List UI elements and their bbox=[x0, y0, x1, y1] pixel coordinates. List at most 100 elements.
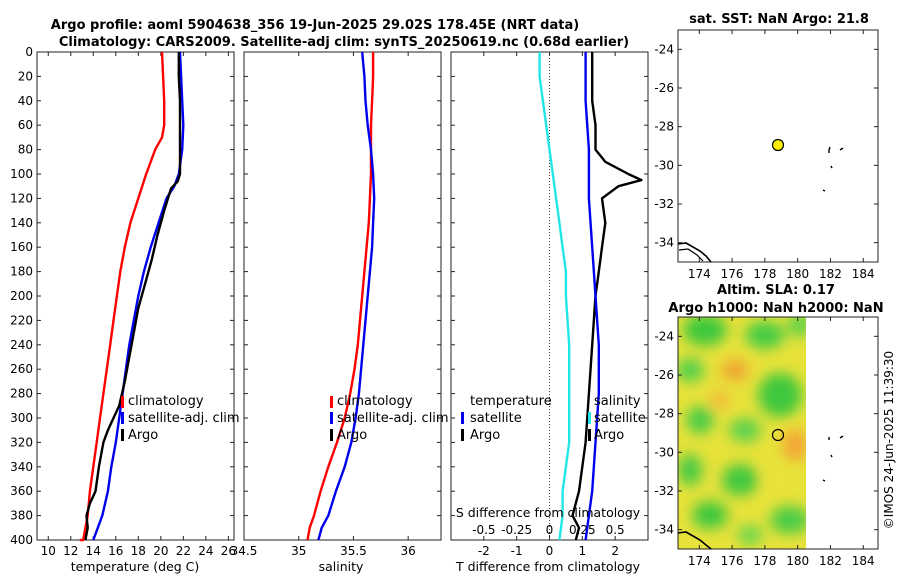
legend-swatch-satellite bbox=[330, 412, 333, 424]
x-tick-label: -2 bbox=[478, 544, 490, 558]
x-tick-label: 20 bbox=[153, 544, 168, 558]
x-tick-label: 22 bbox=[176, 544, 191, 558]
sla-map-title-2: Argo h1000: NaN h2000: NaN bbox=[668, 301, 883, 316]
sdiff-xlabel: S difference from climatology bbox=[456, 505, 641, 520]
temperature-panel: 0 20 40 60 80 100 120 140 160 180 200 220 240 260 280 3… bbox=[10, 45, 240, 574]
coastline bbox=[677, 531, 712, 550]
depth-tick-label: 80 bbox=[18, 143, 33, 157]
legend-swatch-argo bbox=[121, 429, 124, 441]
island bbox=[839, 435, 844, 439]
x-tick-label: 2 bbox=[611, 544, 619, 558]
depth-tick-label: 280 bbox=[10, 387, 33, 401]
legend-swatch-satellite bbox=[461, 412, 464, 424]
difference-legend: temperature satellite Argo salinity sate… bbox=[461, 394, 646, 443]
legend-swatch-argo bbox=[461, 429, 464, 441]
map-lat-label: -34 bbox=[654, 236, 674, 250]
x-tick-label: -1 bbox=[511, 544, 523, 558]
x-tick-label: 18 bbox=[131, 544, 146, 558]
s-diff-tick-label: -0.25 bbox=[501, 523, 532, 537]
sla-map: Altim. SLA: 0.17 Argo h1000: NaN h2000: … bbox=[654, 283, 883, 568]
series-line-t-diff-argo bbox=[571, 52, 643, 541]
sla-map-title-1: Altim. SLA: 0.17 bbox=[717, 283, 835, 298]
x-tick-label: 24 bbox=[198, 544, 213, 558]
title-line-1: Argo profile: aoml 5904638_356 19-Jun-20… bbox=[51, 18, 579, 33]
temperature-legend: climatology satellite-adj. clim Argo bbox=[121, 394, 240, 443]
depth-tick-label: 220 bbox=[10, 313, 33, 327]
series-line-satellite-adj-clim bbox=[317, 51, 376, 541]
map-lat-label: -28 bbox=[654, 407, 674, 421]
argo-position-ring bbox=[771, 428, 785, 442]
series-line-climatology bbox=[306, 52, 375, 541]
coastline bbox=[678, 248, 704, 262]
map-lon-label: 184 bbox=[852, 554, 875, 568]
depth-tick-label: 360 bbox=[10, 484, 33, 498]
tdiff-xlabel: T difference from climatology bbox=[455, 559, 641, 574]
series-line-argo bbox=[84, 52, 182, 541]
sst-map: sat. SST: NaN Argo: 21.8 -24 -26 -28 -30 -32… bbox=[654, 12, 879, 281]
map-lat-label: -24 bbox=[654, 42, 674, 56]
temperature-xlabel: temperature (deg C) bbox=[71, 559, 200, 574]
legend-swatch-climatology bbox=[121, 396, 124, 408]
island bbox=[822, 189, 826, 192]
imos-credit: ©IMOS 24-Jun-2025 11:39:30 bbox=[882, 351, 896, 529]
x-tick-label: 16 bbox=[108, 544, 123, 558]
map-lon-label: 178 bbox=[753, 554, 776, 568]
legend-swatch-climatology bbox=[330, 396, 333, 408]
x-tick-label: 34.5 bbox=[231, 544, 258, 558]
map-lon-label: 184 bbox=[852, 267, 875, 281]
legend-swatch-argo bbox=[330, 429, 333, 441]
map-lat-label: -30 bbox=[654, 158, 674, 172]
map-lat-label: -28 bbox=[654, 120, 674, 134]
x-tick-label: 35 bbox=[291, 544, 306, 558]
argo-position-marker bbox=[771, 138, 785, 152]
x-tick-label: 36 bbox=[401, 544, 416, 558]
legend-climatology: climatology bbox=[128, 394, 204, 409]
sla-field bbox=[678, 317, 806, 549]
title-line-2: Climatology: CARS2009. Satellite-adj cli… bbox=[59, 35, 629, 50]
map-lat-label: -34 bbox=[654, 523, 674, 537]
map-lon-label: 182 bbox=[819, 554, 842, 568]
map-lon-label: 176 bbox=[721, 267, 744, 281]
series-line-s-diff-satellite bbox=[584, 52, 600, 541]
sst-map-title: sat. SST: NaN Argo: 21.8 bbox=[689, 12, 869, 27]
depth-tick-label: 100 bbox=[10, 167, 33, 181]
series-line-satellite-adj-clim bbox=[92, 51, 185, 541]
map-lat-label: -26 bbox=[654, 81, 674, 95]
depth-tick-label: 320 bbox=[10, 435, 33, 449]
series-line-temperature-satellite- bbox=[538, 52, 571, 541]
legend-satellite: satellite-adj. clim bbox=[337, 411, 449, 426]
salinity-legend: climatology satellite-adj. clim Argo bbox=[330, 394, 449, 443]
depth-tick-label: 120 bbox=[10, 191, 33, 205]
map-lat-label: -24 bbox=[654, 329, 674, 343]
legend-satellite: satellite bbox=[470, 411, 522, 426]
s-diff-tick-label: 0.25 bbox=[569, 523, 596, 537]
depth-tick-label: 400 bbox=[10, 533, 33, 547]
legend-swatch-argo-s bbox=[588, 429, 591, 441]
map-lon-label: 180 bbox=[786, 267, 809, 281]
map-lon-label: 176 bbox=[721, 554, 744, 568]
coastline bbox=[677, 242, 712, 263]
depth-tick-label: 340 bbox=[10, 460, 33, 474]
map-lat-label: -32 bbox=[654, 484, 674, 498]
depth-tick-label: 20 bbox=[18, 69, 33, 83]
depth-tick-label: 240 bbox=[10, 338, 33, 352]
legend-argo-s: Argo bbox=[594, 428, 624, 443]
map-lat-label: -30 bbox=[654, 445, 674, 459]
depth-tick-label: 200 bbox=[10, 289, 33, 303]
island bbox=[839, 147, 844, 151]
legend-climatology: climatology bbox=[337, 394, 413, 409]
depth-tick-label: 60 bbox=[18, 118, 33, 132]
map-lon-label: 180 bbox=[786, 554, 809, 568]
s-diff-tick-label: -0.5 bbox=[472, 523, 495, 537]
depth-tick-label: 40 bbox=[18, 94, 33, 108]
legend-argo: Argo bbox=[470, 428, 500, 443]
x-tick-label: 0 bbox=[546, 544, 554, 558]
legend-swatch-satellite bbox=[121, 412, 124, 424]
x-tick-label: 10 bbox=[41, 544, 56, 558]
map-lon-label: 182 bbox=[819, 267, 842, 281]
island bbox=[830, 165, 833, 169]
legend-satellite: satellite-adj. clim bbox=[128, 411, 240, 426]
depth-tick-label: 380 bbox=[10, 509, 33, 523]
